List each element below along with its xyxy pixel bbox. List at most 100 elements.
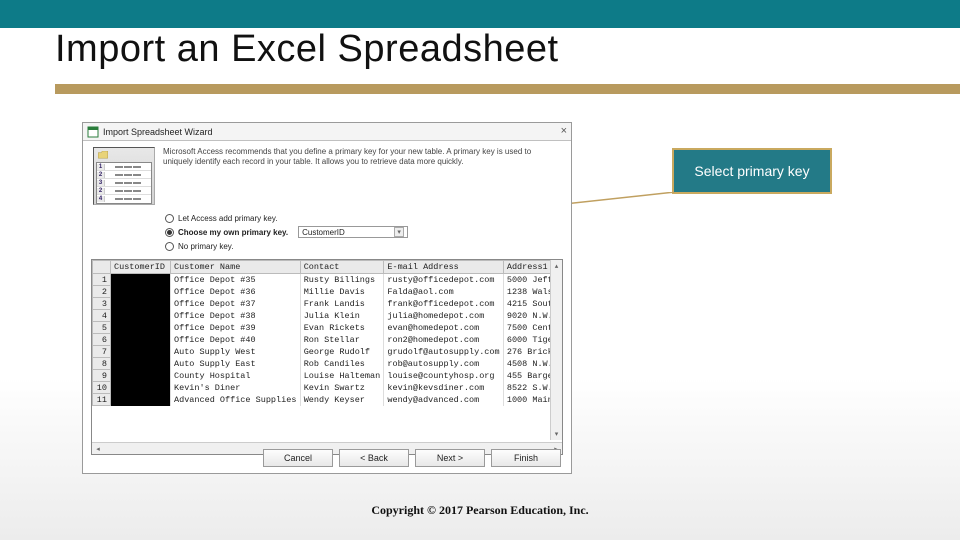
scroll-up-icon[interactable]: ▴ — [551, 260, 562, 272]
radio-icon — [165, 214, 174, 223]
callout-text: Select primary key — [694, 163, 809, 180]
table-cell: 7 — [111, 346, 171, 358]
column-header: CustomerID — [111, 261, 171, 274]
import-spreadsheet-wizard: Import Spreadsheet Wizard × 1 2 3 2 4 Mi… — [82, 122, 572, 474]
wizard-title: Import Spreadsheet Wizard — [103, 127, 213, 137]
table-cell: 10 — [111, 382, 171, 394]
table-cell: Office Depot #39 — [171, 322, 301, 334]
wizard-button-row: Cancel < Back Next > Finish — [263, 449, 561, 467]
table-cell: Falda@aol.com — [384, 286, 503, 298]
wizard-titlebar: Import Spreadsheet Wizard × — [83, 123, 571, 141]
preview-table: CustomerIDCustomer NameContactE-mail Add… — [92, 260, 562, 406]
scroll-left-icon[interactable]: ◂ — [92, 443, 104, 455]
option-label: Let Access add primary key. — [178, 214, 277, 223]
table-cell: Frank Landis — [300, 298, 384, 310]
table-cell: Millie Davis — [300, 286, 384, 298]
option-choose-own[interactable]: Choose my own primary key. CustomerID ▾ — [165, 225, 571, 239]
spreadsheet-icon — [87, 126, 99, 138]
table-cell: 9 — [111, 370, 171, 382]
table-row: 11Office Depot #35Rusty Billingsrusty@of… — [93, 274, 562, 286]
primary-key-field-dropdown[interactable]: CustomerID ▾ — [298, 226, 408, 238]
table-cell: Office Depot #40 — [171, 334, 301, 346]
table-cell: Office Depot #35 — [171, 274, 301, 286]
table-row: 77Auto Supply WestGeorge Rudolfgrudolf@a… — [93, 346, 562, 358]
slide-title: Import an Excel Spreadsheet — [55, 28, 559, 71]
row-number: 5 — [93, 322, 111, 334]
table-cell: 5 — [111, 322, 171, 334]
table-cell: Rusty Billings — [300, 274, 384, 286]
row-number: 11 — [93, 394, 111, 406]
row-number: 7 — [93, 346, 111, 358]
table-row: 44Office Depot #38Julia Kleinjulia@homed… — [93, 310, 562, 322]
copyright-text: Copyright © 2017 Pearson Education, Inc. — [0, 503, 960, 518]
table-row: 88Auto Supply EastRob Candilesrob@autosu… — [93, 358, 562, 370]
option-let-access[interactable]: Let Access add primary key. — [165, 211, 571, 225]
table-cell: Kevin's Diner — [171, 382, 301, 394]
close-icon[interactable]: × — [561, 125, 567, 137]
table-cell: Wendy Keyser — [300, 394, 384, 406]
title-underline — [55, 84, 960, 94]
table-cell: kevin@kevsdiner.com — [384, 382, 503, 394]
option-no-primary-key[interactable]: No primary key. — [165, 239, 571, 253]
vertical-scrollbar[interactable]: ▴ ▾ — [550, 260, 562, 440]
radio-icon — [165, 228, 174, 237]
table-row: 1111Advanced Office SuppliesWendy Keyser… — [93, 394, 562, 406]
back-button[interactable]: < Back — [339, 449, 409, 467]
dropdown-value: CustomerID — [302, 228, 345, 237]
table-cell: rusty@officedepot.com — [384, 274, 503, 286]
table-cell: 8 — [111, 358, 171, 370]
table-cell: 1 — [111, 274, 171, 286]
row-number: 10 — [93, 382, 111, 394]
table-cell: 2 — [111, 286, 171, 298]
table-cell: wendy@advanced.com — [384, 394, 503, 406]
next-button[interactable]: Next > — [415, 449, 485, 467]
table-row: 33Office Depot #37Frank Landisfrank@offi… — [93, 298, 562, 310]
table-cell: louise@countyhosp.org — [384, 370, 503, 382]
table-cell: 3 — [111, 298, 171, 310]
row-number: 3 — [93, 298, 111, 310]
table-cell: Auto Supply West — [171, 346, 301, 358]
table-row: 22Office Depot #36Millie DavisFalda@aol.… — [93, 286, 562, 298]
callout-select-primary-key: Select primary key — [672, 148, 832, 194]
cancel-button[interactable]: Cancel — [263, 449, 333, 467]
table-cell: Ron Stellar — [300, 334, 384, 346]
primary-key-options: Let Access add primary key. Choose my ow… — [165, 211, 571, 253]
row-number: 9 — [93, 370, 111, 382]
column-header: E-mail Address — [384, 261, 503, 274]
table-cell: evan@homedepot.com — [384, 322, 503, 334]
table-cell: rob@autosupply.com — [384, 358, 503, 370]
table-cell: 6 — [111, 334, 171, 346]
table-cell: Advanced Office Supplies — [171, 394, 301, 406]
wizard-help-text: Microsoft Access recommends that you def… — [163, 147, 561, 205]
radio-icon — [165, 242, 174, 251]
table-cell: Auto Supply East — [171, 358, 301, 370]
table-cell: ron2@homedepot.com — [384, 334, 503, 346]
row-number: 6 — [93, 334, 111, 346]
top-stripe — [0, 0, 960, 28]
table-cell: Office Depot #37 — [171, 298, 301, 310]
column-header: Contact — [300, 261, 384, 274]
table-row: 66Office Depot #40Ron Stellarron2@homede… — [93, 334, 562, 346]
table-cell: 11 — [111, 394, 171, 406]
option-label: No primary key. — [178, 242, 233, 251]
table-cell: Julia Klein — [300, 310, 384, 322]
row-number: 4 — [93, 310, 111, 322]
table-row: 99County HospitalLouise Haltemanlouise@c… — [93, 370, 562, 382]
table-cell: Rob Candiles — [300, 358, 384, 370]
key-illustration: 1 2 3 2 4 — [93, 147, 155, 205]
table-cell: julia@homedepot.com — [384, 310, 503, 322]
table-cell: Louise Halteman — [300, 370, 384, 382]
wizard-top-panel: 1 2 3 2 4 Microsoft Access recommends th… — [83, 141, 571, 209]
finish-button[interactable]: Finish — [491, 449, 561, 467]
table-cell: Office Depot #36 — [171, 286, 301, 298]
table-cell: Evan Rickets — [300, 322, 384, 334]
option-label: Choose my own primary key. — [178, 228, 288, 237]
table-cell: George Rudolf — [300, 346, 384, 358]
table-cell: frank@officedepot.com — [384, 298, 503, 310]
table-row: 1010Kevin's DinerKevin Swartzkevin@kevsd… — [93, 382, 562, 394]
table-cell: Office Depot #38 — [171, 310, 301, 322]
table-cell: Kevin Swartz — [300, 382, 384, 394]
scroll-down-icon[interactable]: ▾ — [551, 428, 562, 440]
chevron-down-icon: ▾ — [394, 227, 404, 237]
data-preview: CustomerIDCustomer NameContactE-mail Add… — [91, 259, 563, 455]
